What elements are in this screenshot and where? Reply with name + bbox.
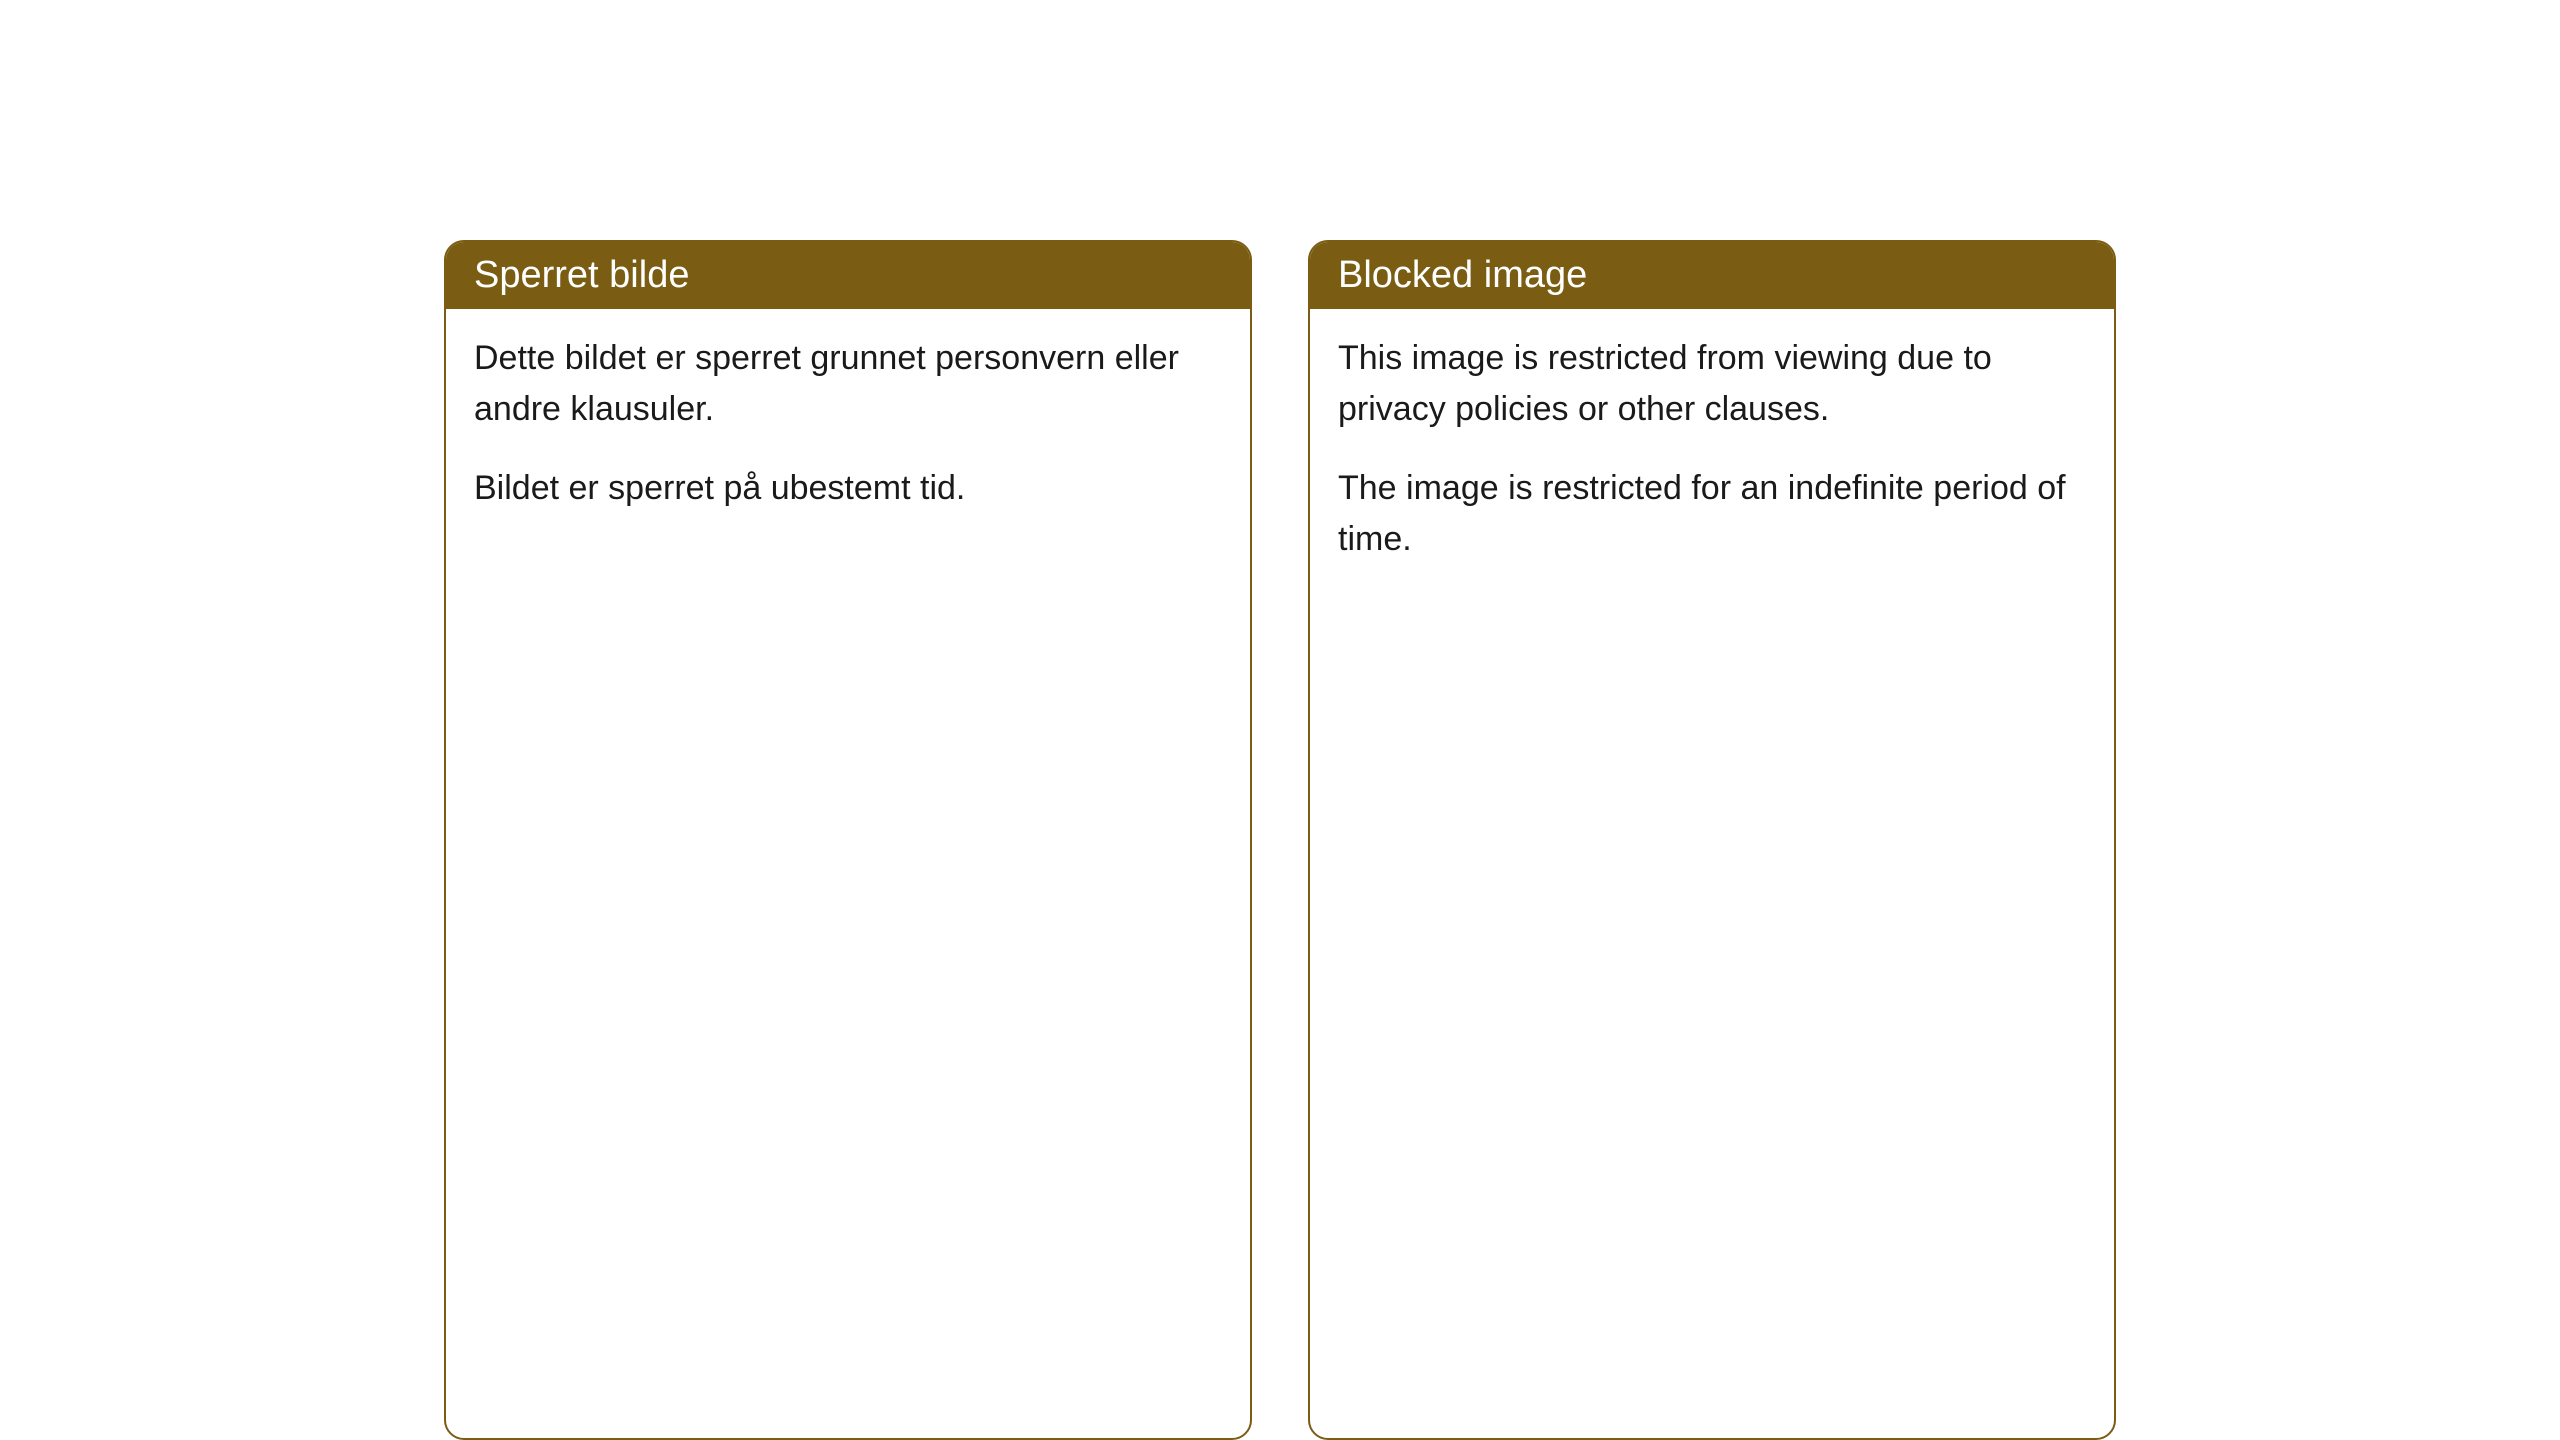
card-header-norwegian: Sperret bilde: [446, 242, 1250, 309]
card-body-norwegian: Dette bildet er sperret grunnet personve…: [446, 309, 1250, 562]
card-paragraph: Dette bildet er sperret grunnet personve…: [474, 333, 1222, 435]
blocked-image-card-english: Blocked image This image is restricted f…: [1308, 240, 2116, 1440]
card-body-english: This image is restricted from viewing du…: [1310, 309, 2114, 613]
card-paragraph: The image is restricted for an indefinit…: [1338, 463, 2086, 565]
card-paragraph: This image is restricted from viewing du…: [1338, 333, 2086, 435]
blocked-image-card-norwegian: Sperret bilde Dette bildet er sperret gr…: [444, 240, 1252, 1440]
card-title: Blocked image: [1338, 254, 1587, 296]
notice-container: Sperret bilde Dette bildet er sperret gr…: [444, 240, 2116, 1440]
card-title: Sperret bilde: [474, 254, 689, 296]
card-header-english: Blocked image: [1310, 242, 2114, 309]
card-paragraph: Bildet er sperret på ubestemt tid.: [474, 463, 1222, 514]
